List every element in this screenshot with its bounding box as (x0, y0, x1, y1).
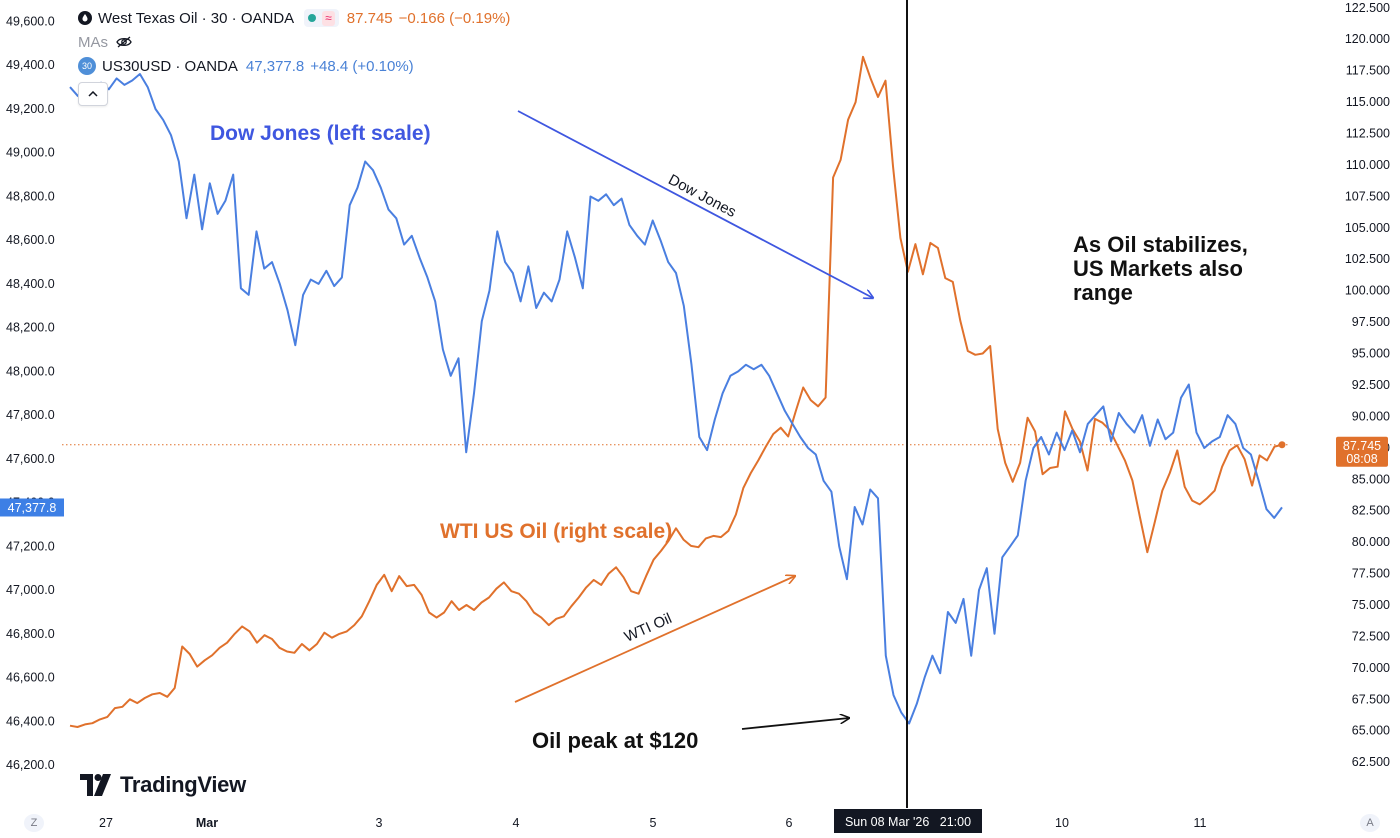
time-axis-label-0: 27 (99, 816, 113, 830)
us30-legend-change: +48.4 (+0.10%) (310, 57, 414, 75)
dow-jones-arrow-label: Dow Jones (665, 171, 738, 221)
stabilize-line-3: range (1073, 280, 1133, 305)
us30-legend-title: US30USD · OANDA (102, 57, 238, 75)
left-axis-tick-0: 46,200.0 (6, 758, 55, 772)
us30-legend-row[interactable]: 30 US30USD · OANDA 47,377.8 +48.4 (+0.10… (78, 54, 510, 78)
mas-legend-row[interactable]: MAs (78, 30, 510, 54)
right-axis-tick-24: 122.500 (1345, 1, 1390, 15)
right-axis-tick-13: 95.000 (1352, 347, 1390, 361)
right-axis-tick-21: 115.000 (1346, 95, 1390, 109)
oil-legend-change: −0.166 (−0.19%) (398, 9, 511, 27)
oil-peak-annotation: Oil peak at $120 (532, 728, 698, 753)
mas-label: MAs (78, 33, 108, 51)
right-axis-tick-14: 97.500 (1352, 315, 1390, 329)
market-open-dot-icon (308, 14, 317, 22)
svg-text:08:08: 08:08 (1346, 452, 1377, 466)
left-axis-tick-12: 48,600.0 (6, 233, 55, 247)
left-axis-tick-2: 46,600.0 (6, 671, 55, 685)
oil-legend-title: West Texas Oil · 30 · OANDA (98, 9, 295, 27)
left-axis-tick-16: 49,400.0 (6, 58, 55, 72)
hidden-eye-icon[interactable] (116, 36, 132, 48)
tradingview-logo[interactable]: TradingView (80, 772, 246, 798)
us30-legend-price: 47,377.8 (245, 57, 305, 75)
oil-last-point (1278, 441, 1286, 449)
right-axis-tick-19: 110.000 (1346, 158, 1390, 172)
right-axis-tick-7: 80.000 (1352, 535, 1390, 549)
auto-scale-button[interactable]: A (1360, 814, 1380, 832)
stabilize-line-1: As Oil stabilizes, (1073, 232, 1248, 257)
left-axis-tick-13: 48,800.0 (6, 189, 55, 203)
wti-oil-trend-arrow[interactable] (514, 576, 795, 703)
oil-legend-price: 87.745 (346, 9, 393, 27)
right-axis-tick-3: 70.000 (1352, 661, 1390, 675)
right-axis-tick-16: 102.500 (1345, 252, 1390, 266)
dow-jones-series-line (69, 73, 1283, 725)
tradingview-wordmark: TradingView (120, 772, 246, 797)
wti-oil-series-line (69, 55, 1283, 728)
stabilize-annotation: As Oil stabilizes, US Markets also range (1073, 232, 1254, 305)
collapse-legend-button[interactable] (78, 82, 108, 106)
time-axis[interactable]: 27 Mar 3 4 5 6 10 11 (99, 816, 1206, 830)
us30-symbol-icon: 30 (78, 57, 96, 75)
tradingview-mark-icon (80, 774, 111, 796)
time-axis-label-4: 5 (650, 816, 657, 830)
left-last-price-tag: 47,377.8 (0, 498, 64, 517)
chart-legend: West Texas Oil · 30 · OANDA ≈ 87.745 −0.… (78, 6, 510, 106)
right-axis-tick-23: 120.000 (1345, 32, 1390, 46)
time-axis-label-3: 4 (513, 816, 520, 830)
left-axis-tick-11: 48,400.0 (6, 277, 55, 291)
crosshair-time-tag: Sun 08 Mar '26 21:00 (834, 809, 982, 833)
time-axis-label-2: 3 (376, 816, 383, 830)
left-axis-tick-8: 47,800.0 (6, 408, 55, 422)
stabilize-line-2: US Markets also (1073, 256, 1243, 281)
right-axis-tick-15: 100.000 (1345, 284, 1390, 298)
right-axis-tick-18: 107.500 (1345, 189, 1390, 203)
market-status-pill[interactable]: ≈ (304, 9, 339, 27)
oil-legend-row[interactable]: West Texas Oil · 30 · OANDA ≈ 87.745 −0.… (78, 6, 510, 30)
left-axis-tick-3: 46,800.0 (6, 627, 55, 641)
wti-oil-scale-label: WTI US Oil (right scale) (440, 520, 672, 543)
left-axis-tick-1: 46,400.0 (6, 714, 55, 728)
wti-oil-arrow-label: WTI Oil (622, 610, 675, 646)
right-axis-tick-17: 105.000 (1345, 221, 1390, 235)
svg-text:87.745: 87.745 (1343, 439, 1381, 453)
left-axis-tick-4: 47,000.0 (6, 583, 55, 597)
time-axis-label-7: 11 (1194, 816, 1207, 830)
right-axis-tick-8: 82.500 (1352, 504, 1390, 518)
right-axis-tick-0: 62.500 (1352, 755, 1390, 769)
left-axis-tick-9: 48,000.0 (6, 364, 55, 378)
oil-peak-arrow[interactable] (741, 718, 849, 730)
left-axis-tick-7: 47,600.0 (6, 452, 55, 466)
time-axis-label-5: 6 (786, 816, 793, 830)
time-axis-label-6: 10 (1055, 816, 1069, 830)
dow-jones-trend-arrow[interactable] (517, 110, 873, 298)
time-axis-label-1: Mar (196, 816, 218, 830)
chevron-up-icon (88, 91, 98, 97)
right-axis-tick-5: 75.000 (1352, 598, 1390, 612)
right-axis-tick-11: 90.000 (1352, 409, 1390, 423)
left-axis-tick-5: 47,200.0 (6, 539, 55, 553)
right-axis-tick-1: 65.000 (1352, 724, 1390, 738)
left-axis-tick-10: 48,200.0 (6, 321, 55, 335)
right-axis-tick-9: 85.000 (1352, 472, 1390, 486)
left-axis-tick-14: 49,000.0 (6, 146, 55, 160)
right-axis-tick-20: 112.500 (1346, 127, 1390, 141)
right-axis-tick-22: 117.500 (1346, 64, 1390, 78)
svg-text:Sun 08 Mar '26 21:00: Sun 08 Mar '26 21:00 (845, 815, 971, 829)
right-axis-tick-6: 77.500 (1352, 567, 1390, 581)
left-axis-tick-17: 49,600.0 (6, 14, 55, 28)
delayed-data-icon: ≈ (322, 10, 335, 26)
right-axis-tick-4: 72.500 (1352, 629, 1390, 643)
timezone-button[interactable]: Z (24, 814, 44, 832)
dow-jones-scale-label: Dow Jones (left scale) (210, 122, 431, 145)
left-price-axis[interactable]: 46,200.0 46,400.0 46,600.0 46,800.0 47,000.0… (6, 14, 55, 772)
right-axis-tick-2: 67.500 (1352, 692, 1390, 706)
svg-text:47,377.8: 47,377.8 (8, 501, 57, 515)
right-last-price-tag: 87.745 08:08 (1336, 436, 1388, 467)
left-axis-tick-15: 49,200.0 (6, 102, 55, 116)
right-axis-tick-12: 92.500 (1352, 378, 1390, 392)
right-price-axis[interactable]: 62.500 65.000 67.500 70.000 72.500 75.000 77.5… (1345, 1, 1390, 769)
oil-drop-icon (78, 11, 92, 25)
